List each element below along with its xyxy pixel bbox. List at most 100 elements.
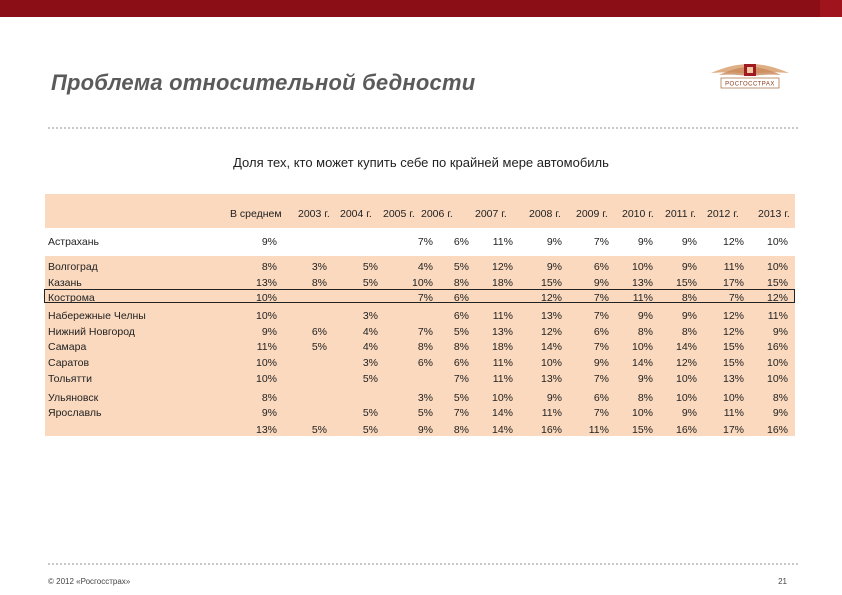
top-divider bbox=[48, 127, 798, 129]
table-cell: 12% bbox=[722, 326, 744, 338]
table-cell: 8% bbox=[417, 341, 433, 353]
table-cell: 9% bbox=[681, 310, 697, 322]
footer-copyright: © 2012 «Росгосстрах» bbox=[48, 577, 131, 586]
table-cell: 3% bbox=[362, 357, 378, 369]
row-city-label: Ульяновск bbox=[48, 392, 99, 404]
table-cell: 8% bbox=[637, 326, 653, 338]
table-cell: 13% bbox=[540, 373, 562, 385]
table-cell: 15% bbox=[722, 357, 744, 369]
table-cell: 10% bbox=[411, 277, 433, 289]
table-cell: 8% bbox=[681, 326, 697, 338]
table-cell: 12% bbox=[766, 292, 788, 304]
row-city-label: Нижний Новгород bbox=[48, 326, 135, 338]
column-header: 2003 г. bbox=[298, 208, 330, 220]
table-cell: 7% bbox=[593, 310, 609, 322]
table-cell: 5% bbox=[362, 261, 378, 273]
table-cell: 8% bbox=[637, 392, 653, 404]
column-header: 2013 г. bbox=[758, 208, 790, 220]
top-bar bbox=[0, 0, 842, 17]
table-cell: 15% bbox=[631, 424, 653, 436]
table-cell: 13% bbox=[255, 424, 277, 436]
column-header: 2008 г. bbox=[529, 208, 561, 220]
column-header: 2010 г. bbox=[622, 208, 654, 220]
data-table: В среднем 2003 г. 2004 г. 2005 г. 2006 г. 200… bbox=[45, 0, 795, 595]
table-cell: 10% bbox=[766, 261, 788, 273]
table-cell: 10% bbox=[675, 392, 697, 404]
table-cell: 8% bbox=[681, 292, 697, 304]
table-cell: 8% bbox=[453, 424, 469, 436]
table-cell: 4% bbox=[362, 326, 378, 338]
table-cell: 13% bbox=[491, 326, 513, 338]
page-number: 21 bbox=[778, 577, 787, 586]
table-cell: 12% bbox=[491, 261, 513, 273]
table-header-band bbox=[45, 194, 795, 228]
table-cell: 7% bbox=[453, 407, 469, 419]
table-cell: 12% bbox=[540, 326, 562, 338]
table-cell: 16% bbox=[675, 424, 697, 436]
table-cell: 10% bbox=[766, 357, 788, 369]
table-cell: 6% bbox=[453, 310, 469, 322]
table-cell: 11% bbox=[767, 310, 788, 322]
table-cell: 9% bbox=[681, 261, 697, 273]
table-cell: 10% bbox=[766, 373, 788, 385]
table-cell: 9% bbox=[546, 261, 562, 273]
table-cell: 15% bbox=[766, 277, 788, 289]
table-cell: 6% bbox=[593, 326, 609, 338]
table-cell: 11% bbox=[492, 310, 513, 322]
column-header: 2011 г. bbox=[665, 208, 696, 220]
table-cell: 13% bbox=[540, 310, 562, 322]
table-cell: 18% bbox=[491, 277, 513, 289]
table-cell: 4% bbox=[417, 261, 433, 273]
table-cell: 4% bbox=[362, 341, 378, 353]
table-cell: 9% bbox=[593, 277, 609, 289]
table-cell: 7% bbox=[453, 373, 469, 385]
table-cell: 6% bbox=[453, 357, 469, 369]
table-cell: 3% bbox=[417, 392, 433, 404]
table-cell: 3% bbox=[362, 310, 378, 322]
table-cell: 11% bbox=[492, 373, 513, 385]
table-cell: 9% bbox=[637, 373, 653, 385]
table-cell: 6% bbox=[453, 292, 469, 304]
table-cell: 17% bbox=[722, 424, 744, 436]
table-cell: 7% bbox=[593, 373, 609, 385]
slide-title: Проблема относительной бедности bbox=[51, 70, 476, 95]
table-cell: 8% bbox=[261, 261, 277, 273]
column-header: 2009 г. bbox=[576, 208, 608, 220]
row-city-label: Волгоград bbox=[48, 261, 98, 273]
table-cell: 14% bbox=[491, 407, 513, 419]
table-cell: 5% bbox=[362, 407, 378, 419]
table-cell: 9% bbox=[772, 326, 788, 338]
table-cell: 9% bbox=[772, 407, 788, 419]
table-cell: 6% bbox=[453, 236, 469, 248]
table-cell: 7% bbox=[417, 292, 433, 304]
table-cell: 5% bbox=[362, 424, 378, 436]
row-city-label: Казань bbox=[48, 277, 82, 289]
table-cell: 7% bbox=[417, 326, 433, 338]
table-cell: 9% bbox=[546, 392, 562, 404]
table-cell: 13% bbox=[631, 277, 653, 289]
table-cell: 16% bbox=[766, 424, 788, 436]
table-cell: 11% bbox=[492, 357, 513, 369]
column-header: 2007 г. bbox=[475, 208, 507, 220]
table-cell: 11% bbox=[632, 292, 653, 304]
table-cell: 17% bbox=[722, 277, 744, 289]
table-cell: 8% bbox=[453, 277, 469, 289]
table-cell: 7% bbox=[417, 236, 433, 248]
table-cell: 8% bbox=[261, 392, 277, 404]
table-cell: 10% bbox=[722, 392, 744, 404]
table-cell: 9% bbox=[593, 357, 609, 369]
column-header: В среднем bbox=[230, 208, 282, 220]
row-city-label: Саратов bbox=[48, 357, 90, 369]
table-cell: 5% bbox=[453, 326, 469, 338]
table-cell: 7% bbox=[728, 292, 744, 304]
table-cell: 8% bbox=[311, 277, 327, 289]
row-city-label: Ярославль bbox=[48, 407, 102, 419]
table-cell: 5% bbox=[453, 261, 469, 273]
table-cell: 14% bbox=[540, 341, 562, 353]
table-cell: 9% bbox=[417, 424, 433, 436]
column-header: 2012 г. bbox=[707, 208, 739, 220]
table-cell: 9% bbox=[681, 407, 697, 419]
table-cell: 12% bbox=[722, 236, 744, 248]
table-cell: 10% bbox=[675, 373, 697, 385]
table-cell: 7% bbox=[593, 236, 609, 248]
